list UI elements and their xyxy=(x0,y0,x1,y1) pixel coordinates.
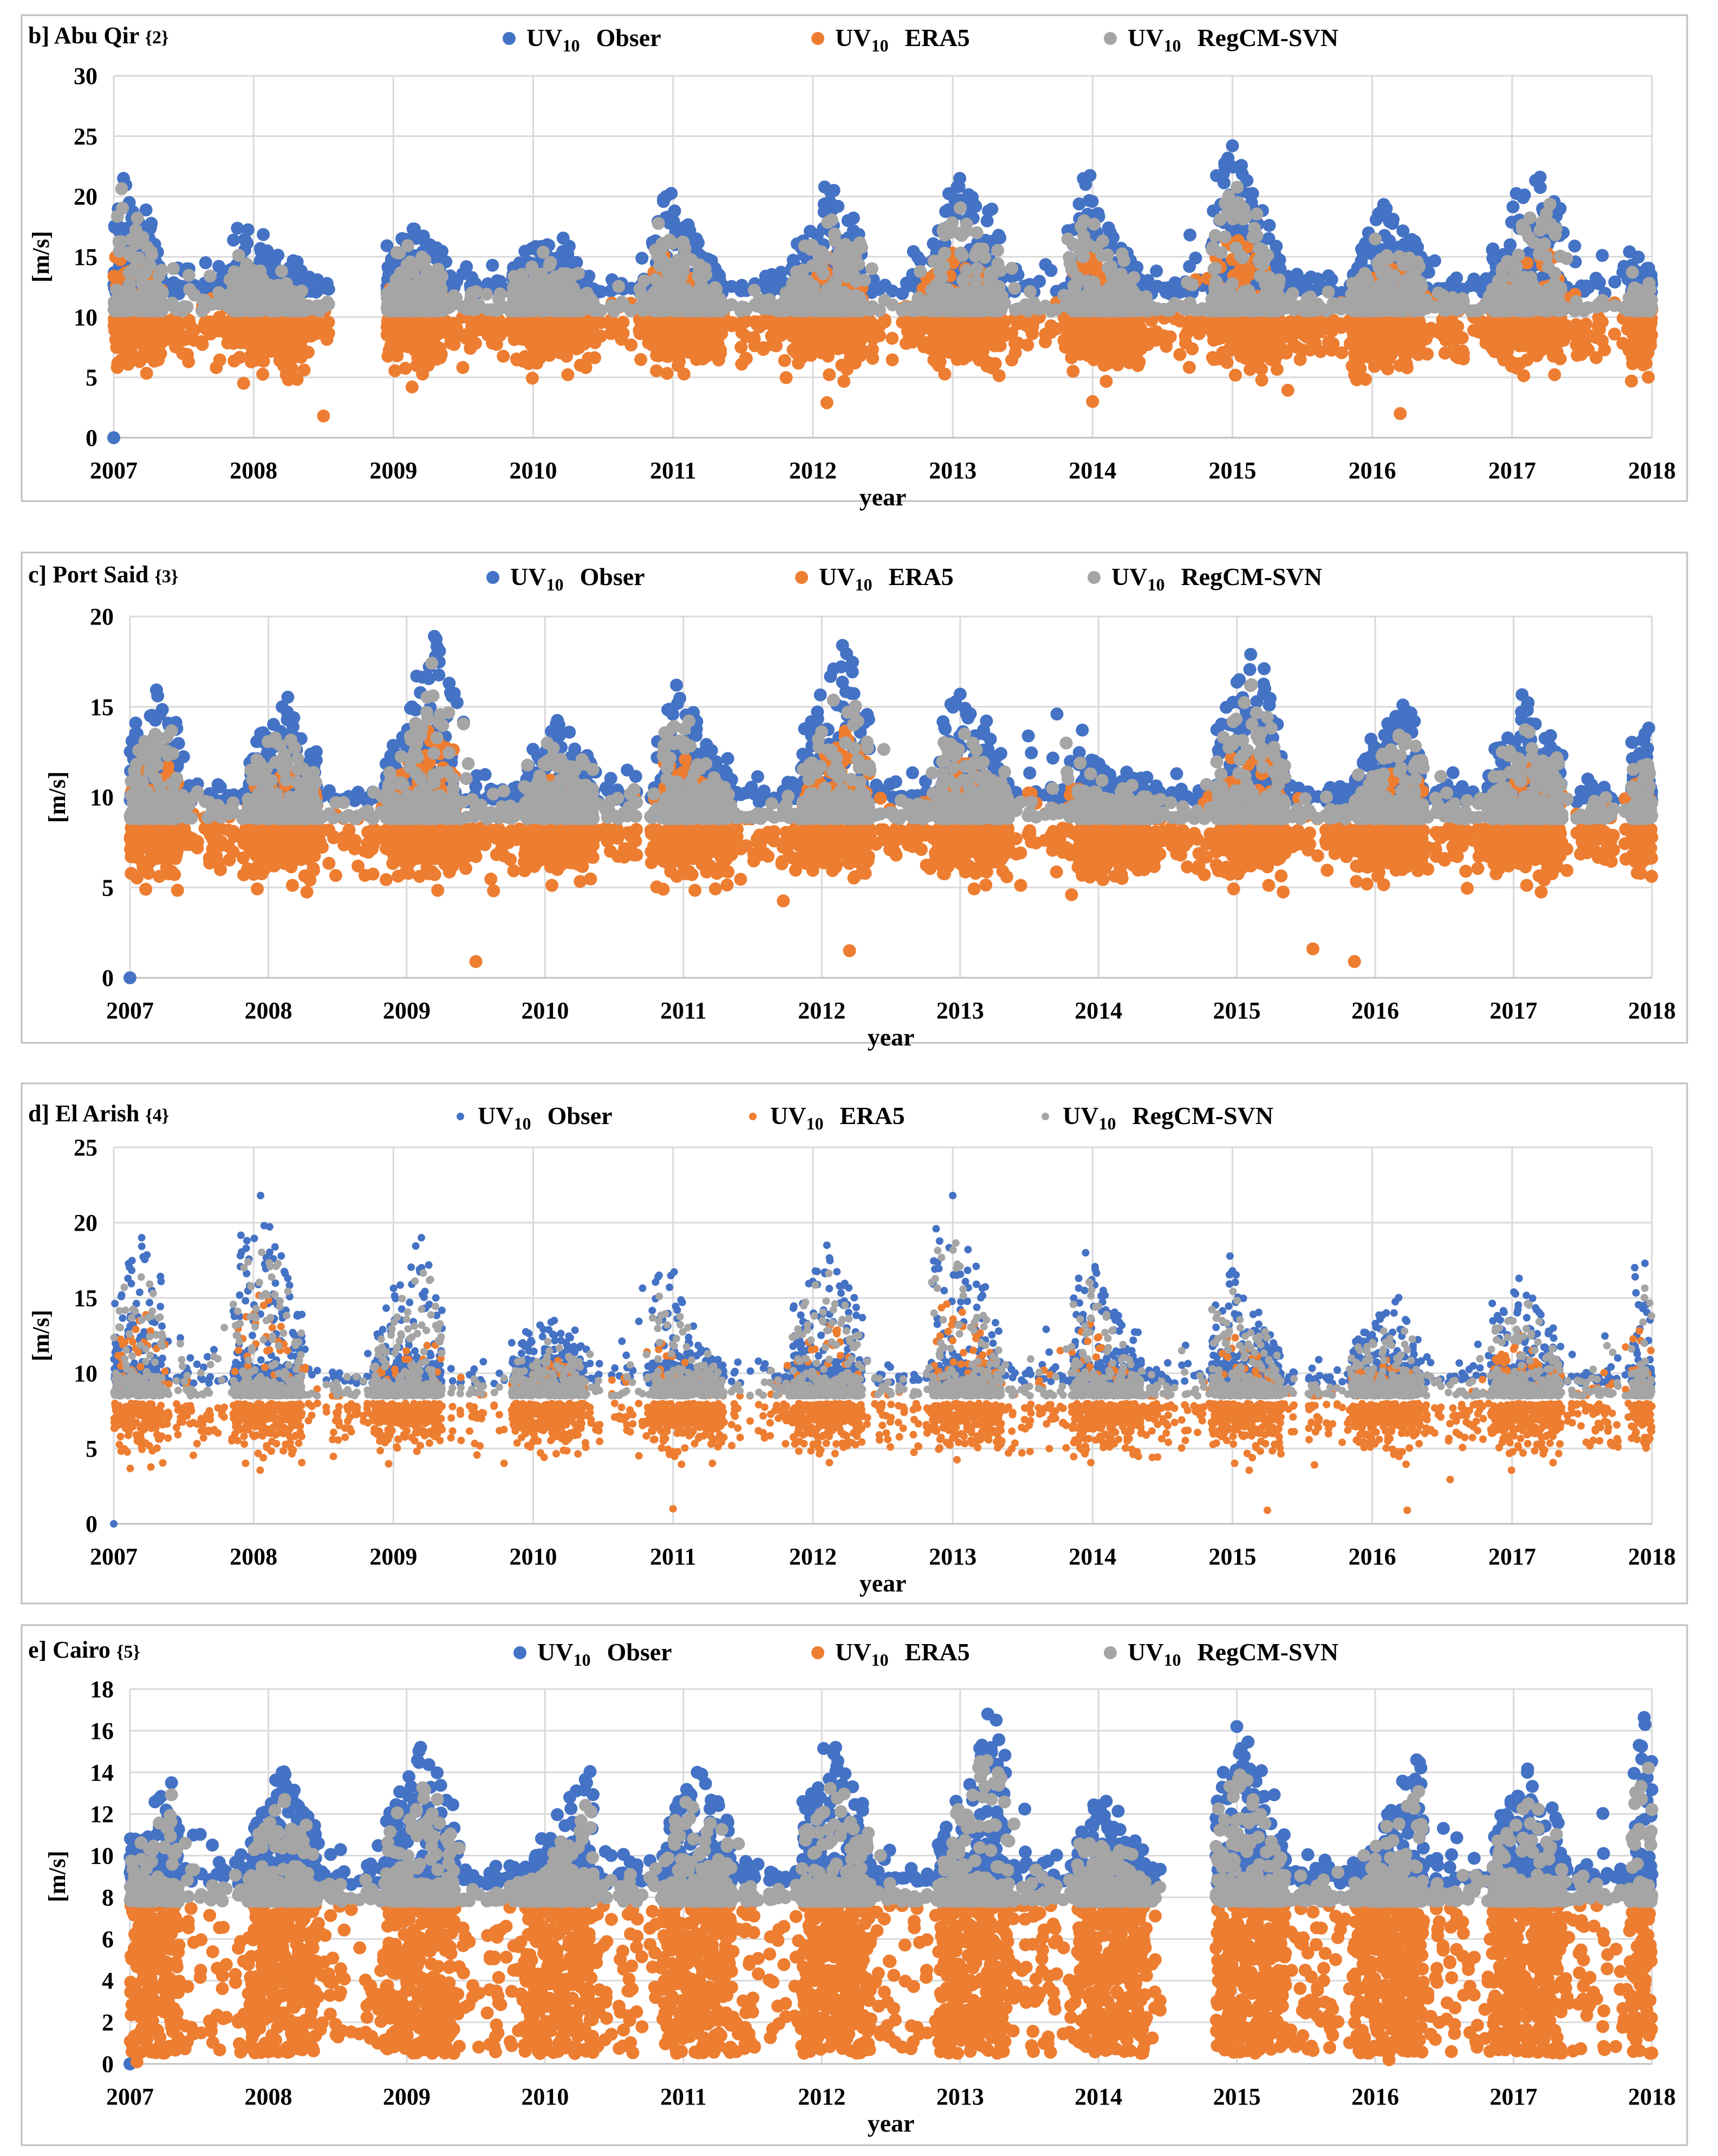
y-tick-label: 20 xyxy=(74,184,97,210)
x-tick-label: 2012 xyxy=(789,457,837,484)
chart-figure: 0 5 10 15 20 25 30 2007 2008 2009 2010 2011 2012 2013… xyxy=(0,0,1718,2156)
x-tick-label: 2018 xyxy=(1628,457,1676,484)
y-tick-label: 0 xyxy=(86,425,97,451)
legend-marker xyxy=(503,32,516,45)
legend-marker xyxy=(811,32,824,45)
y-tick-label: 30 xyxy=(74,63,97,89)
x-tick-label: 2016 xyxy=(1349,457,1396,484)
obser-point xyxy=(668,204,681,217)
obser-point xyxy=(145,217,158,230)
x-tick-label: 2013 xyxy=(929,457,977,484)
x-tick-label: 2017 xyxy=(1488,457,1536,484)
obser-point xyxy=(257,228,270,241)
x-tick-label: 2008 xyxy=(230,457,277,484)
x-tick-label: 2010 xyxy=(510,457,557,484)
y-tick-label: 25 xyxy=(74,123,97,150)
x-tick-label: 2009 xyxy=(369,457,417,484)
x-tick-label: 2014 xyxy=(1069,457,1116,484)
y-axis-label: [m/s] xyxy=(28,231,54,282)
obser-point xyxy=(563,240,576,253)
obser-point xyxy=(692,236,705,249)
y-tick-label: 15 xyxy=(74,244,97,270)
chart-panel-1: 0 5 10 15 20 25 30 2007 2008 2009 2010 2011 2012 2013… xyxy=(22,15,1687,511)
obser-point xyxy=(486,259,499,272)
obser-point xyxy=(831,200,844,213)
obser-point xyxy=(199,256,212,269)
obser-point xyxy=(570,256,583,269)
station-id: {2} xyxy=(145,28,169,48)
obser-point xyxy=(242,223,255,236)
y-tick-label: 10 xyxy=(74,304,97,330)
obser-point xyxy=(847,212,860,225)
x-tick-label: 2011 xyxy=(650,457,697,484)
x-tick-label: 2015 xyxy=(1208,457,1256,484)
legend-entry: UV10 RegCM-SVN xyxy=(1128,24,1338,55)
x-tick-label: 2007 xyxy=(90,457,138,484)
obser-point xyxy=(322,283,335,296)
obser-point xyxy=(227,233,240,246)
y-tick-label: 5 xyxy=(86,365,97,391)
legend-marker xyxy=(1104,32,1117,45)
x-axis-label: year xyxy=(860,483,907,511)
obser-point xyxy=(635,252,648,265)
obser-point xyxy=(271,249,284,262)
